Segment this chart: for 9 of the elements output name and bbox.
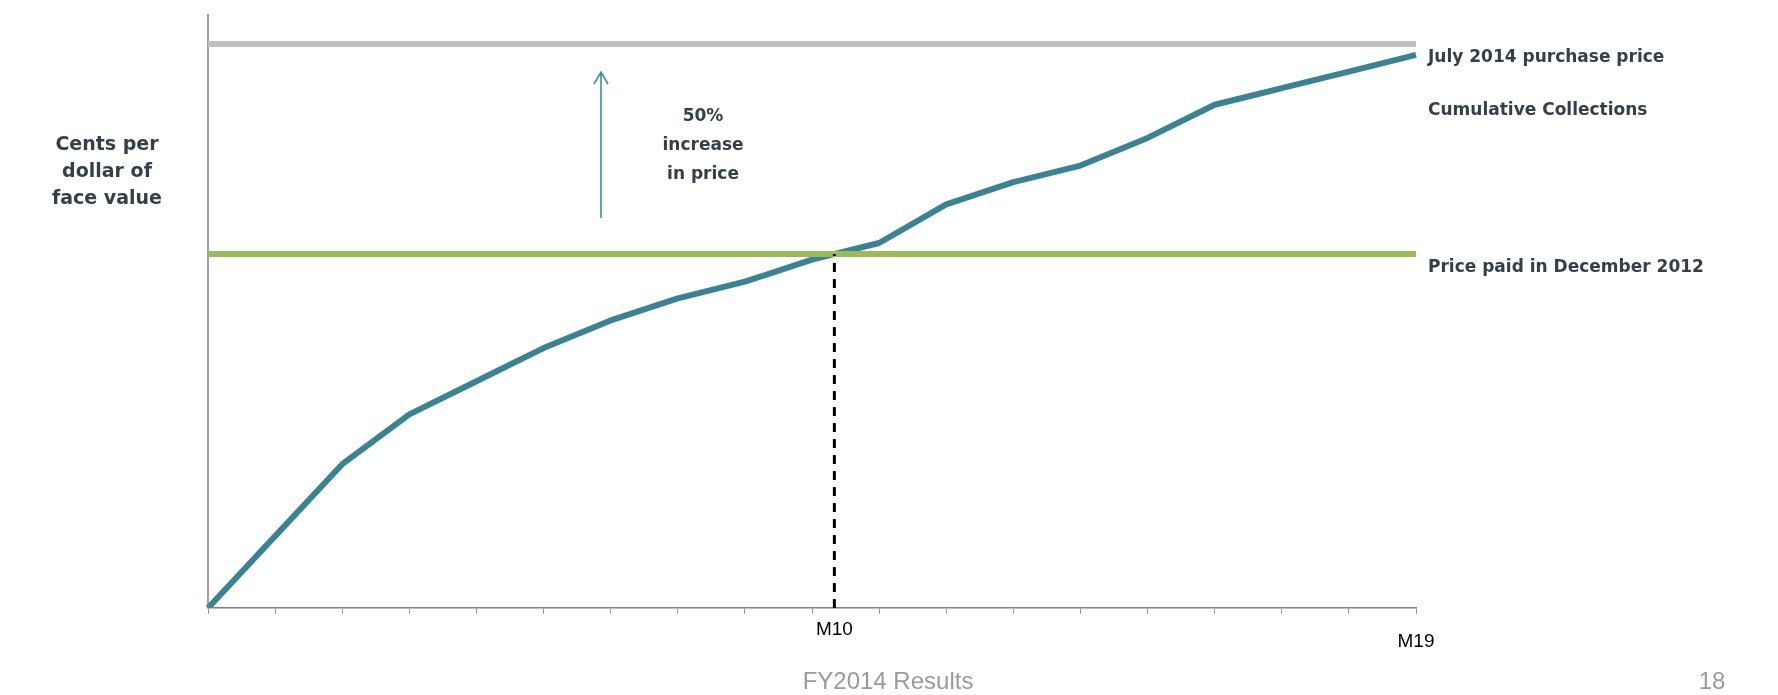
text: 18	[1698, 666, 1726, 694]
ref-line-label: July 2014 purchase price	[1427, 46, 1665, 67]
annotation: 50% increase in price	[662, 105, 744, 184]
ref-line-label: Price paid in December 2012	[1428, 256, 1704, 277]
text: M19	[1397, 630, 1435, 652]
text: M10	[815, 618, 853, 640]
text: FY2014 Results	[802, 666, 974, 694]
text: Cumulative Collections	[1428, 99, 1648, 120]
y-axis-title: Cents per dollar of face value	[52, 131, 162, 208]
